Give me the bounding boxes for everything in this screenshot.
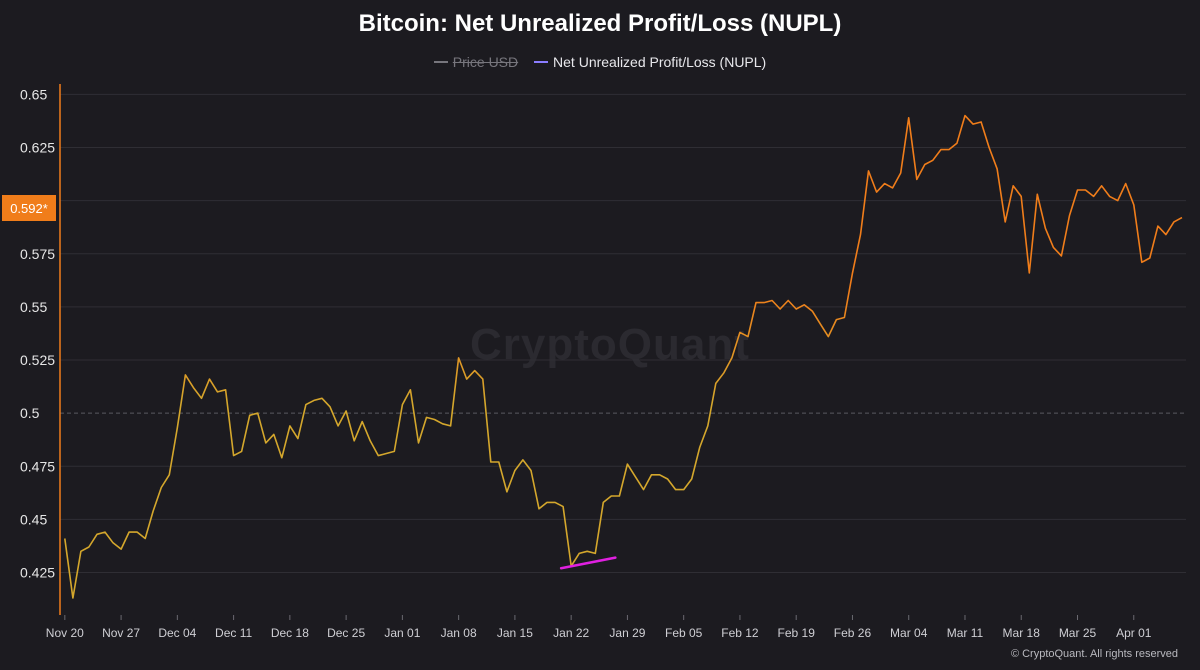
x-tick-label: Jan 22	[553, 626, 589, 640]
grid-lines	[60, 93, 1186, 573]
support-trendline	[559, 556, 617, 570]
y-tick-label: 0.425	[20, 565, 55, 581]
current-value-badge: 0.592*	[2, 195, 56, 221]
x-tick-label: Feb 05	[665, 626, 703, 640]
legend-item-nupl[interactable]: Net Unrealized Profit/Loss (NUPL)	[534, 54, 766, 70]
x-tick-label: Feb 26	[834, 626, 872, 640]
x-tick-label: Nov 27	[102, 626, 140, 640]
x-tick-label: Feb 12	[721, 626, 759, 640]
x-tick-label: Dec 11	[215, 626, 252, 640]
x-tick-label: Dec 25	[327, 626, 365, 640]
series-layer	[64, 114, 1183, 599]
x-axis-ticks: Nov 20 Nov 27 Dec 04 Dec 11 Dec 18 Dec 25 Jan …	[46, 615, 1152, 640]
copyright-footer: © CryptoQuant. All rights reserved	[1010, 648, 1178, 660]
x-tick-label: Feb 19	[778, 626, 816, 640]
x-tick-label: Jan 29	[609, 626, 645, 640]
x-tick-label: Mar 25	[1059, 626, 1097, 640]
legend-swatch-price-usd	[433, 61, 448, 63]
x-tick-label: Mar 11	[947, 626, 984, 640]
y-tick-label: 0.475	[20, 458, 55, 474]
x-tick-label: Jan 01	[384, 626, 420, 640]
chart-title: Bitcoin: Net Unrealized Profit/Loss (NUP…	[358, 10, 842, 37]
x-tick-label: Jan 08	[441, 626, 477, 640]
legend-label-nupl: Net Unrealized Profit/Loss (NUPL)	[553, 54, 767, 70]
x-tick-label: Dec 18	[271, 626, 309, 640]
y-tick-label: 0.525	[20, 352, 55, 368]
y-tick-label: 0.5	[20, 405, 40, 421]
y-tick-label: 0.55	[20, 299, 47, 315]
legend-swatch-nupl	[534, 61, 549, 63]
annotation-layer	[559, 556, 617, 570]
x-tick-label: Jan 15	[497, 626, 533, 640]
y-tick-label: 0.625	[20, 140, 55, 156]
x-tick-label: Apr 01	[1116, 626, 1152, 640]
legend-item-price-usd[interactable]: Price USD	[433, 54, 519, 70]
legend-label-price-usd: Price USD	[452, 54, 519, 70]
y-tick-label: 0.45	[20, 511, 47, 527]
cryptoquant-watermark: CryptoQuant	[470, 320, 750, 369]
x-tick-label: Dec 04	[158, 626, 196, 640]
chart-legend: Price USD Net Unrealized Profit/Loss (NU…	[0, 50, 1200, 70]
y-tick-label: 0.575	[20, 246, 55, 262]
x-tick-label: Nov 20	[46, 626, 84, 640]
y-axis-ticks: 0.4250.450.4750.50.5250.550.5750.60.6250…	[20, 86, 55, 580]
y-tick-label: 0.65	[20, 86, 47, 102]
x-tick-label: Mar 18	[1003, 626, 1041, 640]
x-tick-label: Mar 04	[890, 626, 928, 640]
nupl-series-line	[64, 114, 1183, 599]
